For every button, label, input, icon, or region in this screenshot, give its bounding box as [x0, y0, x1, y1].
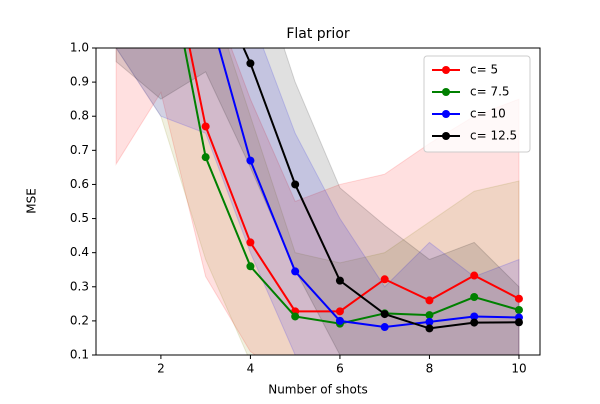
data-point	[380, 310, 389, 319]
plot-area	[115, 48, 523, 355]
legend-marker	[442, 88, 450, 96]
y-tick-label: 0.1	[70, 348, 89, 362]
y-tick-label: 0.3	[70, 279, 89, 293]
data-point	[246, 59, 255, 68]
series-line	[188, 48, 520, 313]
data-point	[470, 293, 479, 302]
legend-marker	[442, 132, 450, 140]
legend-box	[423, 55, 531, 153]
x-axis-label: Number of shots	[268, 383, 368, 397]
series-line	[217, 48, 519, 329]
data-point	[335, 307, 344, 316]
data-point	[291, 312, 300, 321]
y-tick-label: 0.7	[70, 143, 89, 157]
confidence-band	[115, 48, 520, 355]
x-tick-label: 4	[247, 362, 255, 376]
legend-label: c= 10	[470, 107, 506, 121]
y-tick-label: 0.8	[70, 109, 89, 123]
x-tick-label: 10	[511, 362, 526, 376]
axes-frame	[95, 47, 541, 356]
y-tick-label: 0.6	[70, 177, 89, 191]
data-point	[246, 238, 255, 247]
legend-marker	[442, 110, 450, 118]
data-point	[514, 305, 523, 314]
confidence-band	[115, 48, 520, 355]
confidence-band	[115, 48, 520, 355]
series-line	[183, 48, 520, 325]
y-axis-label: MSE	[25, 188, 39, 214]
series-line	[242, 48, 519, 330]
data-point	[514, 294, 523, 303]
y-tick-label: 0.4	[70, 245, 89, 259]
legend-marker	[442, 66, 450, 74]
legend-label: c= 7.5	[470, 85, 510, 99]
data-point	[470, 312, 479, 321]
data-point	[201, 153, 210, 162]
data-point	[335, 276, 344, 285]
y-tick-label: 1.0	[70, 41, 89, 55]
data-point	[425, 317, 434, 326]
data-point	[470, 271, 479, 280]
y-tick-label: 0.5	[70, 211, 89, 225]
data-point	[201, 122, 210, 131]
data-point	[425, 324, 434, 333]
legend-label: c= 5	[470, 63, 498, 77]
x-tick-label: 8	[426, 362, 434, 376]
data-point	[246, 156, 255, 165]
chart-title: Flat prior	[286, 26, 350, 42]
x-tick-label: 6	[336, 362, 344, 376]
data-point	[514, 318, 523, 327]
data-point	[380, 323, 389, 332]
legend-label: c= 12.5	[470, 129, 517, 143]
x-tick-label: 2	[157, 362, 165, 376]
data-point	[246, 262, 255, 271]
data-point	[425, 296, 434, 305]
data-point	[470, 318, 479, 327]
data-point	[380, 275, 389, 284]
data-point	[291, 180, 300, 189]
y-tick-label: 0.2	[70, 313, 89, 327]
data-point	[291, 267, 300, 276]
confidence-band	[115, 48, 520, 355]
y-tick-label: 0.9	[70, 75, 89, 89]
data-point	[335, 316, 344, 325]
data-point	[425, 311, 434, 320]
